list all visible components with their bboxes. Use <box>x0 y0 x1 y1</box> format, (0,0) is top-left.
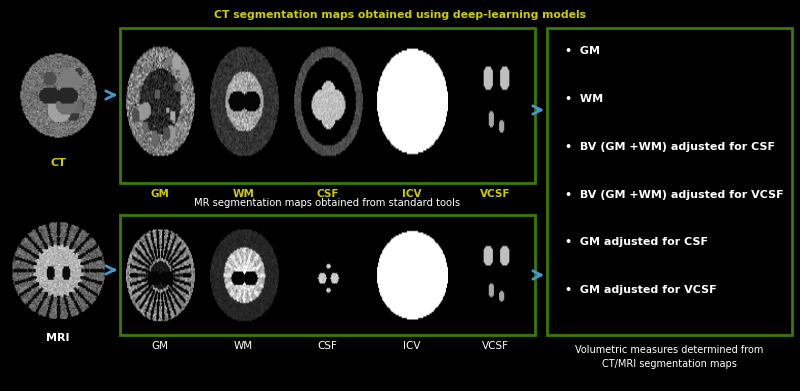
Text: MRI: MRI <box>46 333 70 343</box>
Text: CSF: CSF <box>316 189 338 199</box>
Text: GM: GM <box>151 341 168 351</box>
Text: •  BV (GM +WM) adjusted for CSF: • BV (GM +WM) adjusted for CSF <box>565 142 775 152</box>
Text: VCSF: VCSF <box>482 341 509 351</box>
Text: ICV: ICV <box>402 189 422 199</box>
Text: Volumetric measures determined from: Volumetric measures determined from <box>575 345 764 355</box>
Text: WM: WM <box>233 189 254 199</box>
Text: WM: WM <box>234 341 253 351</box>
Text: ICV: ICV <box>402 341 420 351</box>
Bar <box>120 28 535 183</box>
Text: MR segmentation maps obtained from standard tools: MR segmentation maps obtained from stand… <box>194 198 461 208</box>
Text: •  WM: • WM <box>565 94 603 104</box>
Text: CSF: CSF <box>318 341 338 351</box>
Text: CT: CT <box>50 158 66 168</box>
Text: GM: GM <box>150 189 169 199</box>
Text: •  BV (GM +WM) adjusted for VCSF: • BV (GM +WM) adjusted for VCSF <box>565 190 784 199</box>
Text: •  GM adjusted for CSF: • GM adjusted for CSF <box>565 237 708 248</box>
Text: CT segmentation maps obtained using deep-learning models: CT segmentation maps obtained using deep… <box>214 10 586 20</box>
Bar <box>120 215 535 335</box>
Text: •  GM: • GM <box>565 46 600 56</box>
Text: CT/MRI segmentation maps: CT/MRI segmentation maps <box>602 359 737 369</box>
Text: •  GM adjusted for VCSF: • GM adjusted for VCSF <box>565 285 717 295</box>
Bar <box>547 28 792 335</box>
Text: VCSF: VCSF <box>480 189 510 199</box>
